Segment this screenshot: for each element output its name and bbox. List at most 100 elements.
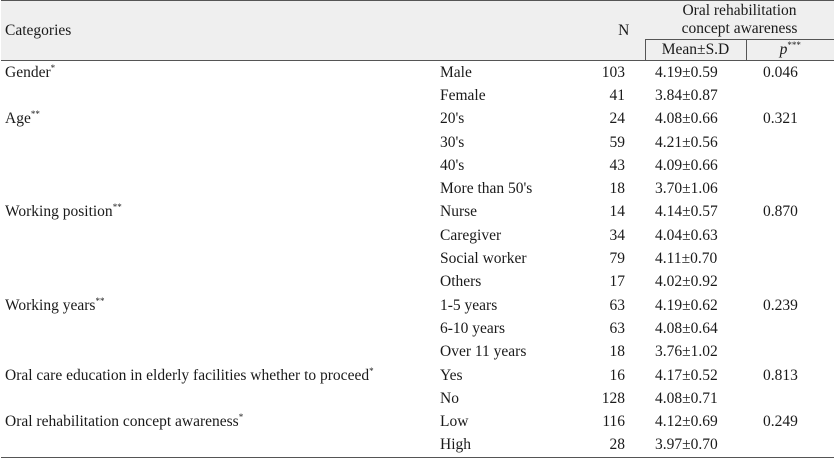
row-mean-sd: 4.12±0.69 bbox=[655, 413, 718, 431]
category-name: Working position bbox=[5, 203, 113, 221]
row-p-value bbox=[746, 224, 834, 247]
category-sup: * bbox=[50, 62, 56, 73]
row-mean-sd: 4.17±0.52 bbox=[655, 366, 718, 384]
row-subcategory: Nurse bbox=[440, 203, 478, 221]
row-subcategory: Low bbox=[440, 413, 469, 431]
category-sup: ** bbox=[112, 202, 122, 213]
row-category bbox=[1, 317, 437, 340]
row-mean-sd: 3.76±1.02 bbox=[655, 343, 718, 361]
row-category bbox=[1, 224, 437, 247]
table-body: Gender* Male 103 4.19±0.59 0.046 Female 41 3.84… bbox=[1, 61, 835, 459]
row-category bbox=[1, 433, 437, 459]
row-p-value bbox=[746, 177, 834, 200]
row-p-value: 0.813 bbox=[763, 366, 798, 384]
row-subcategory: Caregiver bbox=[440, 226, 502, 244]
row-mean-sd: 4.19±0.59 bbox=[655, 63, 718, 81]
row-mean-sd: 4.08±0.71 bbox=[655, 389, 718, 407]
row-subcategory: Female bbox=[440, 86, 486, 104]
table-row: 30's 59 4.21±0.56 bbox=[1, 131, 834, 154]
table-row: Female 41 3.84±0.87 bbox=[1, 84, 834, 107]
row-subcategory: Over 11 years bbox=[440, 343, 527, 361]
category-name: Gender bbox=[5, 63, 51, 81]
row-n: 24 bbox=[609, 110, 626, 128]
row-n: 128 bbox=[601, 389, 626, 407]
category-sup: * bbox=[238, 412, 244, 423]
row-n: 41 bbox=[609, 86, 626, 104]
header-categories: Categories bbox=[1, 0, 579, 61]
row-subcategory: 20's bbox=[440, 110, 465, 128]
row-n: 79 bbox=[609, 250, 626, 268]
row-subcategory: 1-5 years bbox=[440, 296, 498, 314]
row-n: 16 bbox=[609, 366, 626, 384]
table-row: Working years** 1-5 years 63 4.19±0.62 0.239 bbox=[1, 294, 834, 317]
row-category bbox=[1, 341, 437, 364]
row-mean-sd: 4.11±0.70 bbox=[655, 250, 718, 268]
table-row: No 128 4.08±0.71 bbox=[1, 387, 834, 410]
header-p-sup: *** bbox=[787, 40, 801, 50]
row-n: 59 bbox=[609, 133, 626, 151]
header-p-label: p bbox=[779, 41, 788, 58]
row-subcategory: High bbox=[437, 433, 579, 459]
row-p-value bbox=[746, 271, 834, 294]
category-name: Age bbox=[5, 110, 31, 128]
row-mean-sd: 4.04±0.63 bbox=[655, 226, 718, 244]
row-mean-sd: 4.09±0.66 bbox=[655, 156, 718, 174]
table-row: Oral care education in elderly facilitie… bbox=[1, 364, 834, 387]
row-p-value bbox=[746, 387, 834, 410]
row-subcategory: 6-10 years bbox=[440, 319, 505, 337]
table-row: Social worker 79 4.11±0.70 bbox=[1, 247, 834, 270]
table-row: Working position** Nurse 14 4.14±0.57 0.870 bbox=[1, 201, 834, 224]
row-n: 116 bbox=[602, 413, 626, 431]
row-p-value bbox=[746, 433, 835, 459]
table-row: More than 50's 18 3.70±1.06 bbox=[1, 177, 834, 200]
table-row: Caregiver 34 4.04±0.63 bbox=[1, 224, 834, 247]
row-subcategory: 30's bbox=[440, 133, 465, 151]
table-row: High 28 3.97±0.70 bbox=[1, 433, 835, 459]
row-category: Working position** bbox=[1, 201, 437, 224]
row-mean-sd: 3.84±0.87 bbox=[655, 86, 718, 104]
row-n: 28 bbox=[578, 433, 646, 459]
table-row: 40's 43 4.09±0.66 bbox=[1, 154, 834, 177]
header-n: N bbox=[578, 0, 646, 61]
row-p-value: 0.249 bbox=[763, 413, 798, 431]
table-row: Oral rehabilitation concept awareness* Lo… bbox=[1, 410, 834, 433]
row-n: 63 bbox=[609, 296, 626, 314]
header-awareness-line1: Oral rehabilitation bbox=[682, 2, 797, 19]
row-n: 17 bbox=[609, 273, 626, 291]
row-mean-sd: 4.08±0.64 bbox=[655, 319, 718, 337]
row-category: Working years** bbox=[1, 294, 437, 317]
row-n: 103 bbox=[601, 63, 626, 81]
row-category bbox=[1, 131, 437, 154]
row-p-value: 0.870 bbox=[763, 203, 798, 221]
row-mean-sd: 4.19±0.62 bbox=[655, 296, 718, 314]
row-category bbox=[1, 387, 437, 410]
row-p-value: 0.239 bbox=[763, 296, 798, 314]
row-n: 18 bbox=[609, 343, 626, 361]
category-sup: * bbox=[369, 365, 374, 376]
row-p-value bbox=[746, 341, 834, 364]
table-row: Gender* Male 103 4.19±0.59 0.046 bbox=[1, 61, 834, 85]
row-p-value bbox=[746, 247, 834, 270]
category-name: Oral rehabilitation concept awareness bbox=[5, 413, 239, 431]
row-subcategory: 40's bbox=[440, 156, 465, 174]
table-row: Over 11 years 18 3.76±1.02 bbox=[1, 341, 834, 364]
row-category bbox=[1, 84, 437, 107]
row-category bbox=[1, 247, 437, 270]
row-category bbox=[1, 177, 437, 200]
row-subcategory: Others bbox=[440, 273, 482, 291]
row-mean-sd: 4.21±0.56 bbox=[655, 133, 718, 151]
category-sup: ** bbox=[30, 109, 40, 120]
table-row: Age** 20's 24 4.08±0.66 0.321 bbox=[1, 108, 834, 131]
row-mean-sd: 4.08±0.66 bbox=[655, 110, 718, 128]
row-n: 14 bbox=[609, 203, 626, 221]
row-p-value bbox=[746, 154, 834, 177]
header-mean-sd: Mean±S.D bbox=[644, 39, 747, 61]
row-mean-sd: 4.02±0.92 bbox=[655, 273, 718, 291]
row-subcategory: Male bbox=[440, 63, 472, 81]
table-row: 6-10 years 63 4.08±0.64 bbox=[1, 317, 834, 340]
row-n: 43 bbox=[609, 156, 626, 174]
row-p-value bbox=[746, 131, 834, 154]
row-subcategory: Yes bbox=[440, 366, 463, 384]
